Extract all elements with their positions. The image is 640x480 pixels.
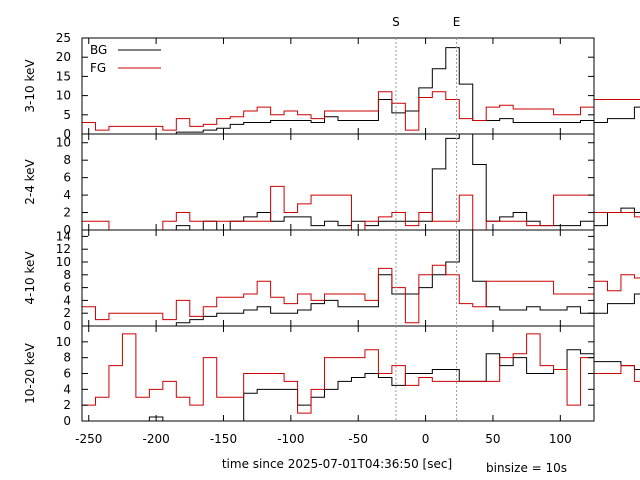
legend-label-fg: FG [90,61,106,75]
series-fg-line [82,91,640,131]
y-tick-label: 10 [56,255,71,269]
y-axis-label: 3-10 keV [23,59,37,113]
binsize-note: binsize = 10s [486,461,567,475]
y-tick-label: 6 [63,171,71,185]
x-tick-label: 0 [422,432,430,446]
y-tick-label: 0 [63,319,71,333]
y-tick-label: 25 [56,31,71,45]
y-tick-label: 20 [56,50,71,64]
series-bg-line [82,47,640,135]
panel-4: 0 2 46 8 10 10-20 keV [23,325,640,428]
y-tick-label: 5 [63,108,71,122]
y-tick-label: 2 [63,206,71,220]
y-tick-label: 2 [63,398,71,412]
series-fg-line [82,264,640,324]
y-tick-label: 6 [63,367,71,381]
y-tick-label: 6 [63,281,71,295]
y-tick-label: 10 [56,335,71,349]
x-tick-label: -50 [348,432,368,446]
x-tick-label: 50 [485,432,500,446]
y-tick-label: 8 [63,268,71,282]
x-tick-label: -150 [210,432,237,446]
y-axis-label: 4-10 keV [23,251,37,305]
y-tick-label: 8 [63,153,71,167]
legend: BG FG [90,43,161,75]
y-tick-label: 4 [63,188,71,202]
y-tick-label: 0 [63,127,71,141]
y-tick-label: 15 [56,69,71,83]
y-tick-label: 12 [56,242,71,256]
y-tick-label: 10 [56,89,71,103]
y-axis-label: 2-4 keV [23,158,37,204]
y-tick-label: 0 [63,414,71,428]
legend-label-bg: BG [90,43,107,57]
y-tick-label: 10 [56,136,71,150]
x-tick-label: 100 [549,432,572,446]
y-tick-label: 2 [63,306,71,320]
y-tick-label: 4 [63,382,71,396]
marker-e-label: E [453,15,461,29]
x-tick-label: -250 [75,432,102,446]
marker-s-label: S [392,15,400,29]
y-tick-label: 4 [63,293,71,307]
series-fg-line [82,185,640,231]
y-tick-label: 8 [63,351,71,365]
x-tick-label: -200 [142,432,169,446]
x-tick-label: -100 [277,432,304,446]
panel-1: 0 5 10 15 20 25 3-10 keV [23,31,640,141]
y-tick-label: 0 [63,223,71,237]
y-tick-label: 14 [56,229,71,243]
y-axis-label: 10-20 keV [23,342,37,404]
series-fg-line [82,333,640,414]
x-axis-label: time since 2025-07-01T04:36:50 [sec] [222,457,452,471]
